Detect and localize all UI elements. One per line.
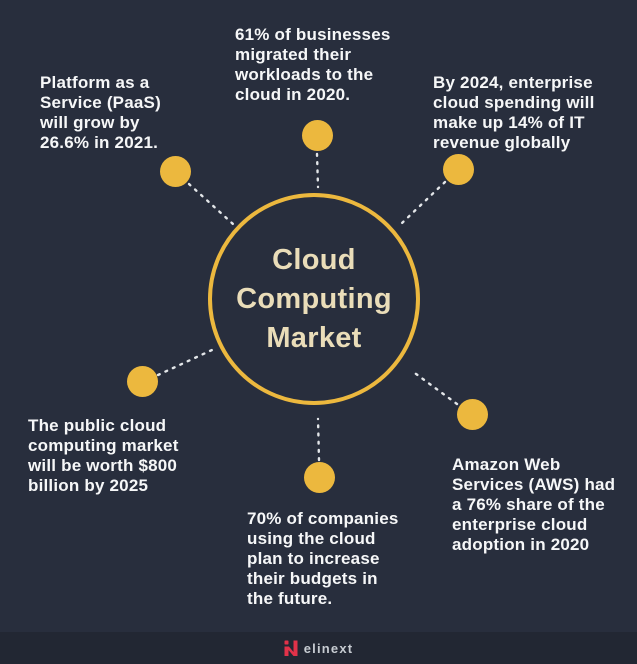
node-dot-migration	[302, 120, 333, 151]
note-line: workloads to the	[235, 65, 374, 84]
stat-note-aws: Amazon Web Services (AWS) had a 76% shar…	[452, 455, 615, 555]
note-line: will be worth $800	[28, 456, 178, 475]
note-line: make up 14% of IT	[433, 113, 585, 132]
stat-note-spending: By 2024, enterprise cloud spending will …	[433, 73, 595, 153]
connector-top-center	[315, 152, 320, 189]
stat-note-migration: 61% of businesses migrated their workloa…	[235, 25, 391, 105]
note-line: billion by 2025	[28, 476, 149, 495]
note-line: Platform as a	[40, 73, 150, 92]
note-line: cloud spending will	[433, 93, 595, 112]
node-dot-market-worth	[127, 366, 158, 397]
note-line: enterprise cloud	[452, 515, 588, 534]
footer-bar: elinext	[0, 632, 637, 664]
hub-title-line: Cloud	[272, 243, 356, 276]
note-line: the future.	[247, 589, 333, 608]
node-dot-paas	[160, 156, 191, 187]
note-line: 70% of companies	[247, 509, 399, 528]
note-line: migrated their	[235, 45, 352, 64]
note-line: adoption in 2020	[452, 535, 590, 554]
connector-top-left	[187, 182, 235, 226]
node-dot-aws	[457, 399, 488, 430]
hub-circle: Cloud Computing Market	[208, 193, 420, 405]
stat-note-market-worth: The public cloud computing market will b…	[28, 416, 179, 496]
note-line: Service (PaaS)	[40, 93, 161, 112]
note-line: Services (AWS) had	[452, 475, 616, 494]
note-line: 61% of businesses	[235, 25, 391, 44]
connector-bottom-left	[156, 348, 214, 377]
stat-note-budgets: 70% of companies using the cloud plan to…	[247, 509, 399, 609]
note-line: will grow by	[40, 113, 140, 132]
note-line: computing market	[28, 436, 179, 455]
note-line: plan to increase	[247, 549, 380, 568]
hub-title-line: Computing	[236, 282, 392, 315]
note-line: revenue globally	[433, 133, 571, 152]
connector-top-right	[400, 180, 447, 225]
note-line: their budgets in	[247, 569, 378, 588]
stat-note-paas: Platform as a Service (PaaS) will grow b…	[40, 73, 161, 153]
note-line: a 76% share of the	[452, 495, 605, 514]
brand-name: elinext	[303, 640, 354, 656]
node-dot-budgets	[304, 462, 335, 493]
note-line: Amazon Web	[452, 455, 561, 474]
note-line: The public cloud	[28, 416, 167, 435]
connector-bottom-center	[316, 417, 321, 462]
hub-title-line: Market	[266, 321, 362, 354]
note-line: By 2024, enterprise	[433, 73, 593, 92]
note-line: 26.6% in 2021.	[40, 133, 159, 152]
node-dot-spending	[443, 154, 474, 185]
connector-bottom-right	[410, 369, 459, 406]
note-line: cloud in 2020.	[235, 85, 351, 104]
note-line: using the cloud	[247, 529, 376, 548]
elinext-logo-icon	[284, 640, 298, 656]
